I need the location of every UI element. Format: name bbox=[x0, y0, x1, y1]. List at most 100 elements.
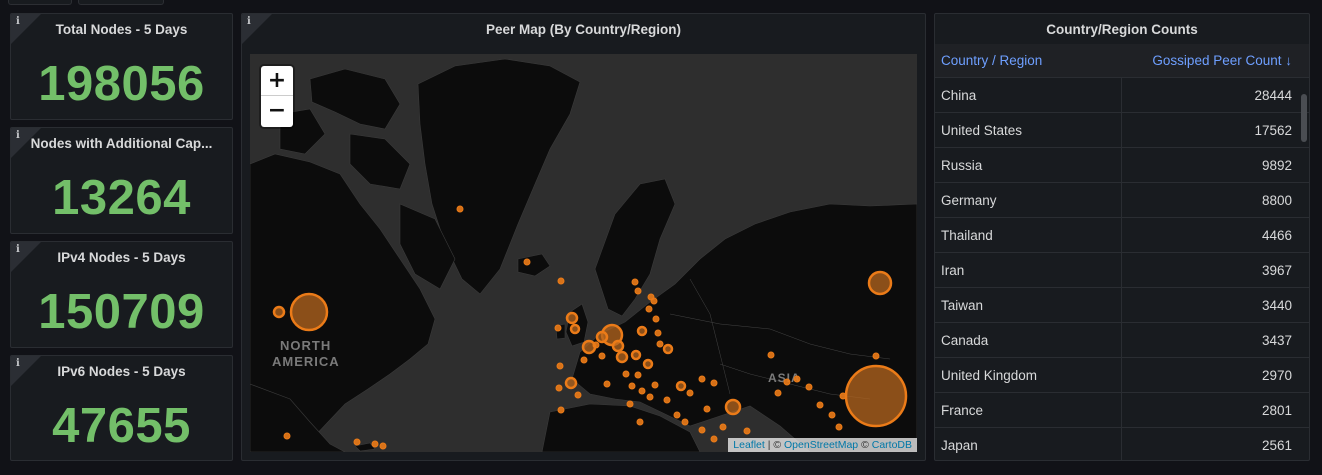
peer-marker[interactable] bbox=[626, 400, 634, 408]
cartodb-link[interactable]: CartoDB bbox=[871, 439, 912, 451]
peer-marker[interactable] bbox=[634, 371, 642, 379]
count-cell: 3967 bbox=[1261, 262, 1292, 278]
zoom-out-button[interactable]: − bbox=[267, 98, 287, 123]
peer-marker[interactable] bbox=[630, 349, 642, 361]
peer-marker[interactable] bbox=[564, 376, 578, 390]
info-icon[interactable]: i bbox=[16, 358, 20, 369]
info-icon[interactable]: i bbox=[16, 16, 20, 27]
peer-marker[interactable] bbox=[654, 329, 662, 337]
info-icon[interactable]: i bbox=[16, 130, 20, 141]
peer-marker[interactable] bbox=[615, 350, 629, 364]
peer-marker[interactable] bbox=[598, 352, 606, 360]
table-row[interactable]: Russia 9892 bbox=[935, 147, 1309, 183]
table-scrollbar[interactable] bbox=[1301, 94, 1307, 460]
peer-marker[interactable] bbox=[652, 315, 660, 323]
info-icon[interactable]: i bbox=[16, 244, 20, 255]
count-cell: 3440 bbox=[1261, 297, 1292, 313]
peer-marker[interactable] bbox=[783, 378, 791, 386]
peer-marker[interactable] bbox=[574, 391, 582, 399]
world-map[interactable]: NORTH AMERICA ASIA + − Leaflet | © OpenS… bbox=[250, 54, 917, 452]
peer-marker[interactable] bbox=[565, 311, 579, 325]
peer-marker[interactable] bbox=[554, 324, 562, 332]
scrollbar-thumb[interactable] bbox=[1301, 94, 1307, 142]
peer-marker[interactable] bbox=[698, 426, 706, 434]
peer-marker[interactable] bbox=[774, 389, 782, 397]
peer-marker[interactable] bbox=[636, 418, 644, 426]
peer-marker[interactable] bbox=[645, 305, 653, 313]
table-row[interactable]: Iran 3967 bbox=[935, 252, 1309, 288]
openstreetmap-link[interactable]: OpenStreetMap bbox=[784, 439, 859, 451]
table-row[interactable]: Taiwan 3440 bbox=[935, 287, 1309, 323]
peer-marker[interactable] bbox=[353, 438, 361, 446]
peer-marker[interactable] bbox=[767, 351, 775, 359]
info-icon[interactable]: i bbox=[247, 16, 251, 27]
table-row[interactable]: Canada 3437 bbox=[935, 322, 1309, 358]
country-cell: Canada bbox=[935, 322, 1122, 358]
peer-marker[interactable] bbox=[642, 358, 654, 370]
peer-marker[interactable] bbox=[681, 418, 689, 426]
peer-marker[interactable] bbox=[703, 405, 711, 413]
peer-marker[interactable] bbox=[289, 292, 329, 332]
peer-marker[interactable] bbox=[844, 364, 908, 428]
peer-marker[interactable] bbox=[557, 277, 565, 285]
top-control-stub[interactable] bbox=[8, 0, 72, 5]
peer-marker[interactable] bbox=[698, 375, 706, 383]
peer-marker[interactable] bbox=[603, 380, 611, 388]
peer-marker[interactable] bbox=[622, 370, 630, 378]
table-row[interactable]: Thailand 4466 bbox=[935, 217, 1309, 253]
table-row[interactable]: United States 17562 bbox=[935, 112, 1309, 148]
leaflet-link[interactable]: Leaflet bbox=[733, 439, 765, 451]
top-control-stub[interactable] bbox=[78, 0, 164, 5]
peer-marker[interactable] bbox=[872, 352, 880, 360]
count-cell: 2561 bbox=[1261, 437, 1292, 453]
peer-marker[interactable] bbox=[628, 382, 636, 390]
peer-marker[interactable] bbox=[569, 323, 581, 335]
peer-marker[interactable] bbox=[805, 383, 813, 391]
peer-marker[interactable] bbox=[663, 396, 671, 404]
peer-marker[interactable] bbox=[557, 406, 565, 414]
peer-marker[interactable] bbox=[379, 442, 387, 450]
peer-marker[interactable] bbox=[647, 293, 655, 301]
peer-marker[interactable] bbox=[555, 384, 563, 392]
table-row[interactable]: China 28444 bbox=[935, 77, 1309, 113]
peer-marker[interactable] bbox=[867, 270, 893, 296]
peer-marker[interactable] bbox=[662, 343, 674, 355]
peer-marker[interactable] bbox=[592, 341, 600, 349]
peer-marker[interactable] bbox=[710, 379, 718, 387]
peer-marker[interactable] bbox=[656, 340, 664, 348]
peer-marker[interactable] bbox=[272, 305, 286, 319]
peer-marker[interactable] bbox=[456, 205, 464, 213]
peer-marker[interactable] bbox=[724, 398, 742, 416]
peer-marker[interactable] bbox=[686, 389, 694, 397]
peer-marker[interactable] bbox=[673, 411, 681, 419]
peer-marker[interactable] bbox=[631, 278, 639, 286]
table-row[interactable]: France 2801 bbox=[935, 392, 1309, 428]
table-row[interactable]: Germany 8800 bbox=[935, 182, 1309, 218]
peer-marker[interactable] bbox=[646, 393, 654, 401]
peer-marker[interactable] bbox=[793, 375, 801, 383]
peer-marker[interactable] bbox=[595, 330, 609, 344]
peer-marker[interactable] bbox=[636, 325, 648, 337]
peer-marker[interactable] bbox=[816, 401, 824, 409]
peer-marker[interactable] bbox=[651, 381, 659, 389]
peer-marker[interactable] bbox=[634, 287, 642, 295]
peer-marker[interactable] bbox=[719, 423, 727, 431]
peer-marker[interactable] bbox=[743, 427, 751, 435]
table-row[interactable]: United Kingdom 2970 bbox=[935, 357, 1309, 393]
africa-land bbox=[541, 403, 701, 452]
peer-marker[interactable] bbox=[371, 440, 379, 448]
column-header-country[interactable]: Country / Region bbox=[941, 53, 1043, 68]
peer-marker[interactable] bbox=[523, 258, 531, 266]
column-header-count[interactable]: Gossiped Peer Count ↓ bbox=[1152, 53, 1292, 68]
peer-marker[interactable] bbox=[675, 380, 687, 392]
peer-marker[interactable] bbox=[638, 387, 646, 395]
peer-marker[interactable] bbox=[835, 423, 843, 431]
peer-marker[interactable] bbox=[828, 411, 836, 419]
peer-marker[interactable] bbox=[710, 435, 718, 443]
peer-marker[interactable] bbox=[611, 339, 625, 353]
peer-marker[interactable] bbox=[580, 356, 588, 364]
table-row[interactable]: Japan 2561 bbox=[935, 427, 1309, 460]
peer-marker[interactable] bbox=[556, 362, 564, 370]
peer-marker[interactable] bbox=[283, 432, 291, 440]
zoom-in-button[interactable]: + bbox=[261, 66, 293, 96]
